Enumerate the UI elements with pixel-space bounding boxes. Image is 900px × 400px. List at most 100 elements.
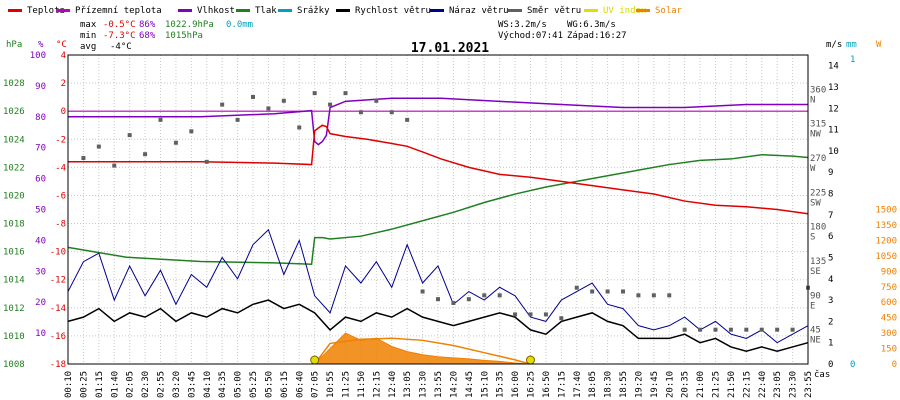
x-tick: 03:20 [172, 371, 182, 398]
wind-direction-dot [420, 289, 425, 294]
temp-tick: -12 [50, 276, 66, 286]
w-tick: 750 [881, 283, 897, 293]
x-tick: 13:55 [434, 371, 444, 398]
direction-tick: 180 [810, 223, 826, 233]
temp-tick: -10 [50, 248, 66, 258]
x-tick: 15:35 [496, 371, 506, 398]
x-tick: 06:15 [280, 371, 290, 398]
x-axis: 00:10 00:25 01:15 01:40 02:05 02:30 02:55 03:20… [64, 371, 814, 398]
wind-direction-dot [728, 327, 733, 332]
wind-direction-dot [358, 110, 363, 115]
x-tick: 19:45 [650, 371, 660, 398]
w-tick: 150 [881, 345, 897, 355]
mm-tick: 1 [850, 55, 855, 65]
wind-speed-avg: WS:3.2m/s [498, 20, 547, 30]
w-tick: 1500 [875, 206, 897, 216]
direction-tick: E [810, 301, 815, 311]
temp-unit: °C [56, 40, 67, 50]
wind-direction-dot [235, 117, 240, 122]
wind-direction-dot [590, 289, 595, 294]
w-tick: 300 [881, 329, 897, 339]
x-tick: 14:20 [449, 371, 459, 398]
ms-tick: 2 [828, 317, 833, 327]
wind-direction-dot [667, 293, 672, 298]
wind-direction-dot [297, 125, 302, 130]
x-tick: 22:15 [742, 371, 752, 398]
stats-avg-temp: -4°C [110, 42, 132, 52]
hpa-tick: 1028 [3, 79, 25, 89]
sunset-time: Západ:16:27 [567, 31, 627, 41]
w-tick: 600 [881, 298, 897, 308]
hpa-tick: 1010 [3, 332, 25, 342]
wind-direction-dot [189, 129, 194, 134]
w-unit: W [876, 40, 882, 50]
hpa-unit: hPa [6, 40, 22, 50]
ms-tick: 13 [828, 83, 839, 93]
ms-unit: m/s [826, 40, 842, 50]
legend-swatch [430, 9, 444, 12]
hpa-tick: 1012 [3, 304, 25, 314]
legend-entry: Vlhkost [197, 6, 235, 16]
w-tick: 900 [881, 267, 897, 277]
ms-tick: 11 [828, 126, 839, 136]
legend-entry: Náraz větru [449, 6, 509, 16]
direction-tick: S [810, 233, 815, 243]
solar-area [313, 332, 531, 365]
direction-tick: 270 [810, 154, 826, 164]
wind-info: WS:3.2m/s WG:6.3m/s Východ:07:41 Západ:1… [498, 20, 627, 41]
legend-entry: Rychlost větru [355, 6, 431, 16]
w-tick: 0 [892, 360, 897, 370]
wind-direction-dot [543, 312, 548, 317]
wind-direction-dot [96, 144, 101, 149]
pct-tick: 30 [35, 267, 46, 277]
ms-tick: 8 [828, 190, 833, 200]
stats-min-label: min [80, 31, 96, 41]
ms-tick: 14 [828, 62, 839, 72]
wind-direction-dot [81, 156, 86, 160]
wind-direction-dot [343, 91, 348, 96]
direction-tick: SE [810, 267, 821, 277]
temp-tick: -6 [55, 191, 66, 201]
ms-tick: 12 [828, 104, 839, 114]
wind-direction-dot [790, 327, 795, 332]
wind-direction-dot [605, 289, 610, 294]
wind-direction-dot [621, 289, 625, 294]
wind-speed-line [67, 299, 809, 352]
temp-tick: 4 [61, 51, 66, 61]
wind-direction-dot [251, 94, 255, 99]
wind-direction-dot [744, 327, 749, 332]
temp-tick: 2 [61, 79, 66, 89]
x-tick: 16:25 [527, 371, 537, 398]
x-unit: čas [814, 369, 830, 380]
mm-tick: 0 [850, 360, 855, 370]
direction-tick: 45 [810, 326, 821, 336]
x-tick: 13:30 [419, 371, 429, 398]
x-tick: 00:10 [64, 371, 74, 398]
wind-direction-dot [466, 297, 471, 302]
stats-min-hum: 68% [139, 31, 156, 41]
x-tick: 23:55 [804, 371, 814, 398]
wind-direction-dot [482, 293, 487, 298]
x-tick: 17:15 [557, 371, 567, 398]
temp-tick: -8 [55, 220, 66, 230]
direction-tick: W [810, 164, 816, 174]
x-tick: 16:50 [542, 371, 552, 398]
wind-direction-dot [374, 98, 379, 103]
legend-entry: Teplota [27, 6, 65, 16]
wind-direction-dot [698, 327, 703, 332]
wind-direction-dot [281, 98, 286, 103]
x-tick: 17:40 [573, 371, 583, 398]
wind-direction-dot [775, 327, 780, 332]
direction-tick: 315 [810, 120, 826, 130]
stats-max-temp: -0.5°C [103, 20, 136, 30]
wind-gust-line [67, 228, 809, 344]
sun-marker [526, 355, 535, 365]
hpa-tick: 1026 [3, 107, 25, 117]
temp-tick: -16 [50, 332, 66, 342]
wind-direction-dot [389, 110, 394, 115]
direction-tick: 360 [810, 85, 826, 95]
wind-direction-dot [636, 293, 641, 298]
plot-frame [67, 54, 809, 365]
sunrise-time: Východ:07:41 [498, 31, 563, 41]
